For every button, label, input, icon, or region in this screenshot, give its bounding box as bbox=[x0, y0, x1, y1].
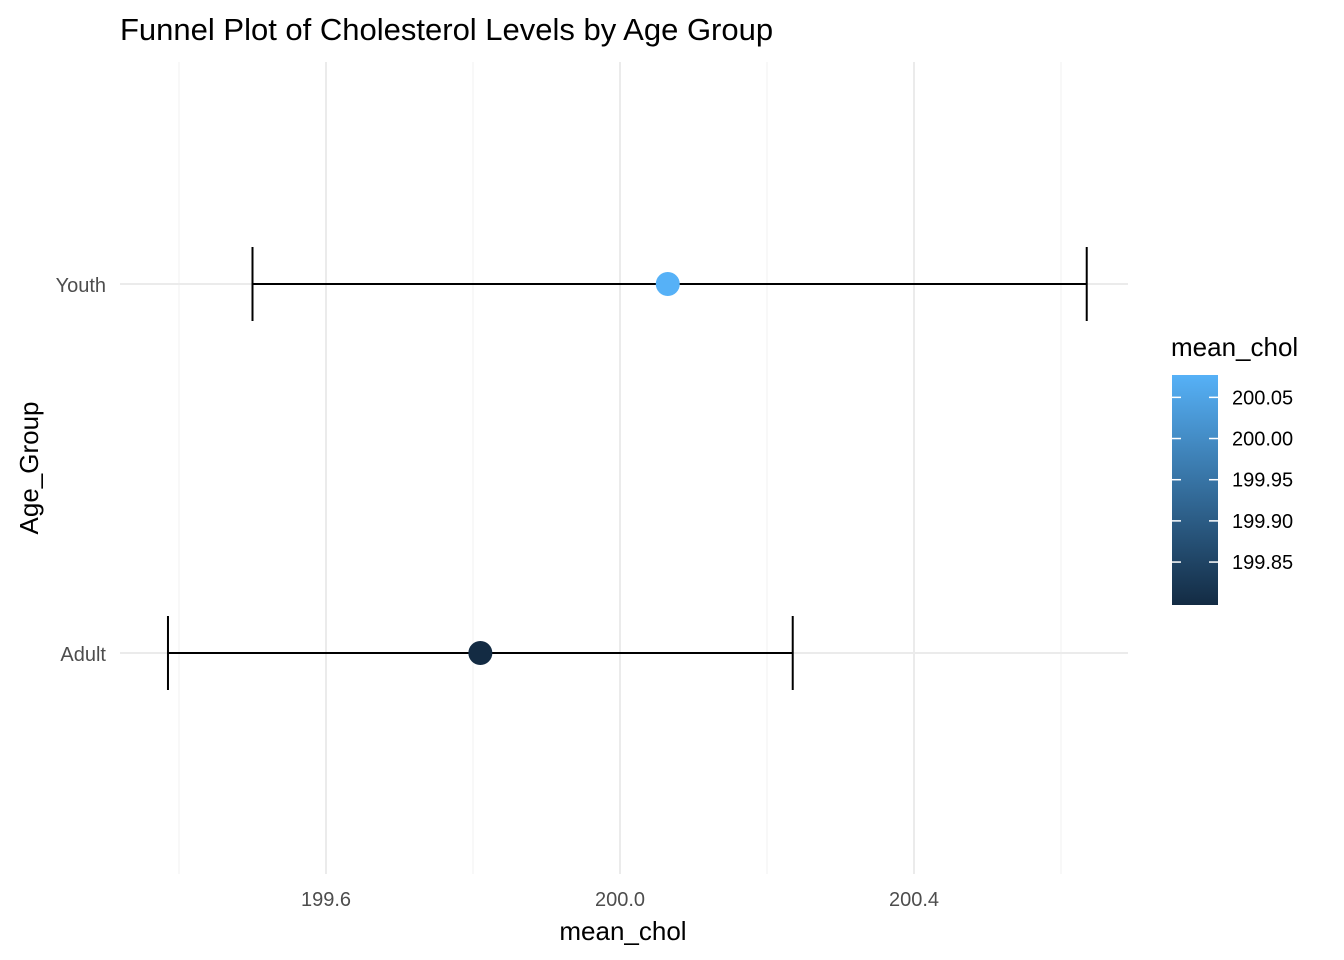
y-tick-label: Youth bbox=[56, 275, 106, 297]
x-axis-title: mean_chol bbox=[559, 916, 686, 946]
legend-title: mean_chol bbox=[1171, 332, 1298, 362]
legend-label: 199.90 bbox=[1232, 511, 1293, 533]
y-axis-title: Age_Group bbox=[14, 402, 44, 535]
legend-label: 200.05 bbox=[1232, 387, 1293, 409]
grid bbox=[120, 62, 1128, 874]
x-tick-label: 200.0 bbox=[595, 889, 645, 911]
point-adult bbox=[468, 641, 493, 665]
x-tick-label: 199.6 bbox=[301, 889, 351, 911]
point-youth bbox=[655, 272, 680, 296]
y-tick-label: Adult bbox=[60, 644, 106, 666]
legend-colorbar bbox=[1172, 375, 1218, 605]
chart-title: Funnel Plot of Cholesterol Levels by Age… bbox=[120, 12, 773, 47]
legend-label: 199.85 bbox=[1232, 552, 1293, 574]
points bbox=[468, 272, 680, 665]
legend-label: 199.95 bbox=[1232, 470, 1293, 492]
legend-label: 200.00 bbox=[1232, 429, 1293, 451]
color-legend: mean_chol 200.05 200.00 199.95 199.90 199.85 bbox=[1171, 332, 1298, 605]
x-axis-ticks: 199.6 200.0 200.4 bbox=[301, 889, 939, 911]
legend-ticks: 200.05 200.00 199.95 199.90 199.85 bbox=[1172, 387, 1293, 574]
x-tick-label: 200.4 bbox=[889, 889, 939, 911]
error-bars bbox=[166, 247, 1088, 690]
y-axis-ticks: Adult Youth bbox=[56, 275, 107, 666]
